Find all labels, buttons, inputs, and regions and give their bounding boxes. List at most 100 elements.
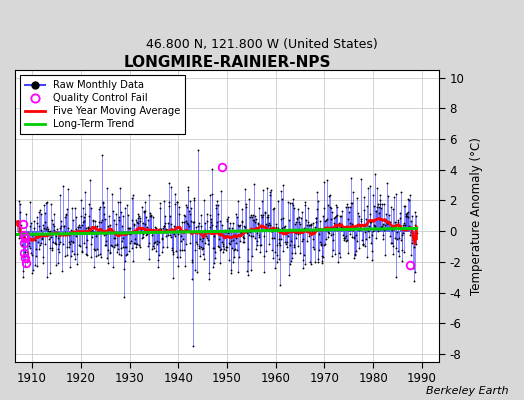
Point: [383, 220, 391, 226]
Point: [154, 228, 162, 234]
Point: [386, 232, 395, 239]
Point: [141, 221, 149, 228]
Point: [385, 212, 394, 218]
Point: [250, 180, 258, 187]
Point: [304, 222, 313, 228]
Point: [311, 224, 319, 230]
Point: [70, 231, 79, 238]
Point: [192, 228, 201, 234]
Point: [133, 240, 141, 247]
Point: [77, 213, 85, 219]
Point: [145, 192, 153, 198]
Point: [124, 225, 133, 232]
Point: [388, 240, 397, 246]
Point: [139, 231, 147, 237]
Point: [166, 232, 174, 238]
Point: [297, 228, 305, 234]
Point: [269, 206, 277, 212]
Point: [86, 176, 94, 183]
Point: [189, 343, 197, 350]
Point: [58, 230, 66, 236]
Point: [16, 235, 25, 241]
Point: [289, 196, 297, 202]
Point: [387, 204, 395, 210]
Point: [363, 254, 372, 260]
Point: [31, 237, 39, 244]
Point: [351, 252, 359, 258]
Point: [345, 220, 354, 227]
Point: [154, 257, 162, 264]
Point: [390, 194, 398, 200]
Point: [48, 245, 56, 251]
Point: [341, 235, 350, 242]
Point: [67, 227, 75, 233]
Point: [328, 253, 336, 259]
Point: [99, 200, 107, 206]
Point: [291, 250, 299, 256]
Point: [222, 217, 231, 224]
Point: [127, 229, 135, 236]
Point: [170, 231, 178, 238]
Point: [43, 198, 51, 205]
Point: [114, 214, 123, 220]
Point: [40, 210, 49, 216]
Point: [346, 231, 355, 237]
Point: [230, 247, 238, 254]
Point: [241, 186, 249, 193]
Point: [284, 199, 292, 206]
Point: [188, 259, 196, 265]
Point: [368, 232, 377, 238]
Point: [367, 256, 376, 263]
Point: [339, 232, 347, 238]
Point: [66, 241, 74, 247]
Point: [274, 225, 282, 232]
Point: [300, 224, 308, 231]
Point: [66, 263, 74, 270]
Point: [261, 224, 270, 230]
Point: [361, 221, 369, 227]
Point: [172, 248, 180, 254]
Point: [281, 239, 290, 245]
Point: [52, 233, 61, 239]
Point: [233, 213, 241, 220]
Point: [275, 236, 283, 242]
Point: [177, 233, 185, 240]
Point: [400, 248, 408, 255]
Point: [248, 253, 256, 260]
Point: [239, 239, 248, 246]
Point: [408, 235, 417, 241]
Point: [370, 170, 379, 177]
Point: [185, 211, 194, 217]
Point: [32, 214, 41, 220]
Point: [265, 220, 273, 226]
Point: [34, 239, 42, 245]
Point: [332, 204, 341, 210]
Point: [97, 219, 106, 225]
Point: [124, 212, 132, 218]
Point: [368, 248, 376, 254]
Point: [170, 223, 178, 229]
Point: [121, 258, 129, 264]
Point: [157, 226, 165, 232]
Point: [302, 226, 310, 232]
Point: [334, 222, 343, 229]
Point: [251, 234, 259, 241]
Point: [226, 220, 234, 226]
Point: [255, 205, 263, 212]
Point: [267, 187, 275, 194]
Point: [223, 244, 232, 250]
Point: [219, 249, 227, 255]
Point: [262, 248, 270, 254]
Point: [118, 223, 126, 230]
Point: [169, 251, 177, 257]
Point: [309, 244, 318, 251]
Point: [412, 213, 420, 219]
Point: [278, 196, 286, 202]
Point: [390, 219, 399, 225]
Point: [90, 264, 99, 270]
Point: [344, 250, 353, 256]
Point: [280, 223, 289, 230]
Point: [50, 227, 58, 233]
Point: [298, 236, 307, 243]
Point: [363, 203, 372, 209]
